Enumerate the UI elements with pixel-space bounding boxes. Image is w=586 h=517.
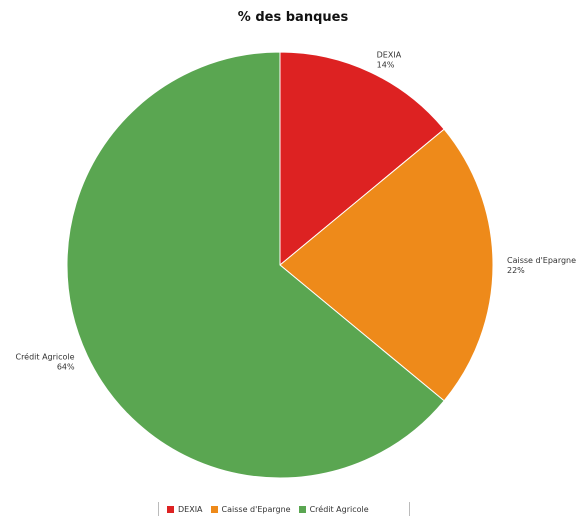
slice-value-label-0: 14%	[377, 61, 395, 70]
pie-slice-2[interactable]	[66, 51, 445, 479]
slice-name-label-0: DEXIA	[377, 51, 402, 60]
legend-label: DEXIA	[178, 504, 203, 514]
slice-value-label-2: 64%	[57, 363, 75, 372]
legend-item-dexia[interactable]: DEXIA	[167, 505, 203, 514]
pie-slice-1[interactable]	[279, 128, 494, 402]
legend-label: Caisse d'Epargne	[221, 504, 291, 514]
slice-name-label-1: Caisse d'Epargne	[507, 256, 576, 265]
legend-label: Crédit Agricole	[309, 504, 369, 514]
pie-slices	[66, 51, 494, 479]
legend-item-credit-agricole[interactable]: Crédit Agricole	[298, 504, 369, 514]
legend-swatch	[210, 505, 218, 513]
slice-name-label-2: Crédit Agricole	[15, 352, 74, 362]
chart-title: % des banques	[237, 10, 349, 25]
legend-item-caisse-epargne[interactable]: Caisse d'Epargne	[210, 504, 291, 514]
pie-slice-0[interactable]	[279, 51, 445, 267]
legend-swatch	[167, 505, 174, 513]
chart-legend: DEXIA Caisse d'Epargne Crédit Agricole	[158, 502, 410, 516]
slice-value-label-1: 22%	[507, 266, 525, 275]
legend-swatch	[298, 505, 306, 513]
